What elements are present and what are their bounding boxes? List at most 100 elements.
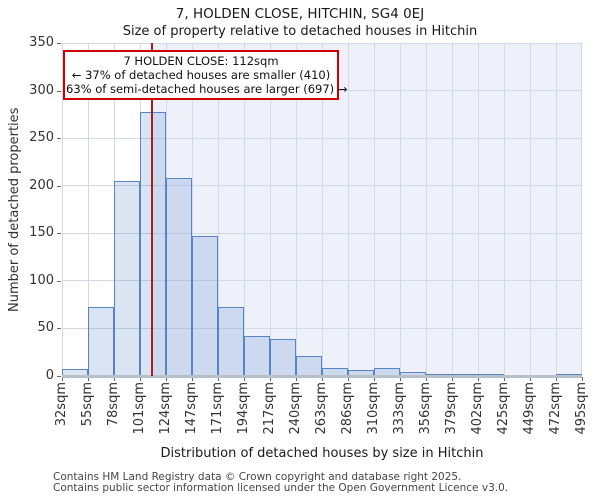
vertical-gridline [218,43,219,376]
vertical-gridline [426,43,427,376]
x-tick-label: 171sqm [210,382,225,435]
x-tick-label: 55sqm [80,382,95,427]
histogram-bar [270,338,296,376]
horizontal-gridline [62,185,582,187]
vertical-gridline [348,43,349,376]
annotation-smaller-line: ← 37% of detached houses are smaller (41… [71,68,331,82]
y-tick-label: 50 [37,320,54,336]
x-tick-mark [556,377,557,381]
y-tick-mark [57,43,61,44]
vertical-gridline [296,43,297,376]
y-tick-label: 250 [29,130,54,146]
horizontal-gridline [62,327,582,329]
x-tick-label: 263sqm [314,382,329,435]
x-tick-mark [244,377,245,381]
y-tick-label: 150 [29,225,54,241]
y-tick-mark [57,328,61,330]
histogram-bar [244,336,270,376]
y-tick-mark [57,90,61,92]
x-tick-label: 472sqm [548,382,563,435]
histogram-bar [166,178,192,376]
vertical-gridline [478,43,479,376]
x-tick-label: 194sqm [236,382,251,435]
x-tick-mark [88,377,89,381]
x-tick-label: 124sqm [158,382,173,435]
x-tick-mark [192,377,193,381]
histogram-bar [296,356,322,376]
vertical-gridline [244,43,245,376]
x-tick-label: 333sqm [392,382,407,435]
y-tick-mark [57,280,61,282]
x-tick-label: 101sqm [132,382,147,435]
y-tick-label: 350 [29,35,54,50]
x-tick-label: 240sqm [288,382,303,435]
x-tick-mark [452,377,453,381]
x-axis-line [62,375,582,378]
vertical-gridline [400,43,401,376]
x-tick-mark [166,377,167,381]
vertical-gridline [581,43,582,376]
histogram-bar [218,306,244,376]
x-tick-label: 495sqm [574,382,589,435]
vertical-gridline [192,43,193,376]
x-tick-mark [218,377,219,381]
x-tick-label: 147sqm [184,382,199,435]
x-tick-label: 32sqm [54,382,69,427]
x-tick-label: 425sqm [496,382,511,435]
horizontal-gridline [62,232,582,234]
x-tick-mark [322,377,323,381]
y-tick-mark [57,185,61,187]
x-tick-mark [478,377,479,381]
x-tick-label: 78sqm [106,382,121,427]
x-tick-mark [426,377,427,381]
y-tick-label: 100 [29,272,54,288]
horizontal-gridline [62,137,582,139]
histogram-bar [192,236,218,376]
x-tick-label: 286sqm [340,382,355,435]
y-tick-mark [57,138,61,140]
vertical-gridline [530,43,531,376]
y-tick-label: 200 [29,177,54,193]
x-tick-mark [374,377,375,381]
annotation-property-line: 7 HOLDEN CLOSE: 112sqm [123,54,279,68]
y-tick-mark [57,376,61,377]
plot-area: 7 HOLDEN CLOSE: 112sqm ← 37% of detached… [62,42,582,378]
annotation-box: 7 HOLDEN CLOSE: 112sqm ← 37% of detached… [63,50,348,100]
horizontal-gridline [62,280,582,282]
vertical-gridline [62,43,63,376]
x-tick-mark [348,377,349,381]
vertical-gridline [374,43,375,376]
x-tick-label: 217sqm [262,382,277,435]
x-tick-label: 356sqm [418,382,433,435]
horizontal-gridline [62,42,582,44]
y-tick-mark [57,233,61,235]
x-tick-label: 379sqm [444,382,459,435]
x-tick-mark [400,377,401,381]
x-tick-label: 449sqm [522,382,537,435]
y-tick-label: 0 [45,368,54,383]
annotation-larger-line: 63% of semi-detached houses are larger (… [66,82,348,96]
x-tick-mark [296,377,297,381]
x-tick-mark [270,377,271,381]
x-tick-mark [114,377,115,381]
vertical-gridline [504,43,505,376]
histogram-bar [114,180,140,376]
footer-attribution-line-2: Contains public sector information licen… [53,482,509,494]
x-tick-mark [140,377,141,381]
x-tick-label: 310sqm [366,382,381,435]
x-tick-mark [582,377,583,381]
vertical-gridline [322,43,323,376]
chart-title: 7, HOLDEN CLOSE, HITCHIN, SG4 0EJ [175,6,425,22]
vertical-gridline [556,43,557,376]
chart-subtitle: Size of property relative to detached ho… [122,24,478,39]
vertical-gridline [270,43,271,376]
subject-marker-line [151,43,154,376]
x-axis-label: Distribution of detached houses by size … [160,446,484,461]
x-tick-mark [62,377,63,381]
x-tick-mark [504,377,505,381]
footer-attribution-line-1: Contains HM Land Registry data © Crown c… [53,471,462,483]
x-tick-mark [530,377,531,381]
vertical-gridline [452,43,453,376]
vertical-gridline [88,43,89,376]
